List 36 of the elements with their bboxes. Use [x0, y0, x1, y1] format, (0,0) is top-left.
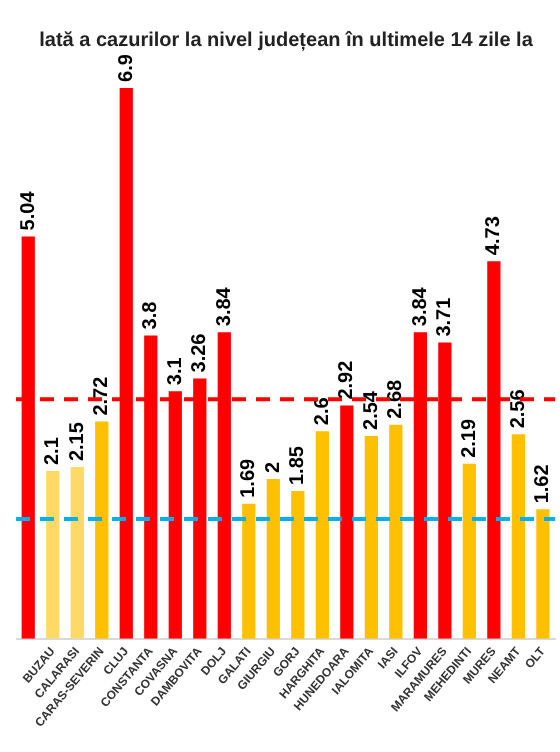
bar [291, 491, 305, 639]
data-label: 2.56 [507, 388, 530, 429]
bar [315, 431, 329, 639]
data-label: 3.84 [409, 286, 432, 327]
bar [511, 434, 525, 639]
data-label: 5.04 [17, 190, 40, 231]
data-label: 2 [262, 461, 285, 474]
bar [536, 509, 550, 639]
data-label: 3.26 [189, 332, 212, 373]
bar [340, 405, 354, 639]
data-label: 3.71 [434, 296, 457, 337]
data-label: 2.6 [311, 396, 334, 426]
bar [70, 467, 84, 639]
data-label: 1.69 [238, 457, 261, 498]
bar [364, 435, 378, 639]
data-label: 1.62 [532, 463, 555, 504]
data-label: 2.72 [91, 375, 114, 416]
bar [462, 463, 476, 639]
data-label: 3.1 [164, 356, 187, 386]
bar [46, 471, 60, 639]
bar [242, 503, 256, 639]
data-label: 1.85 [287, 445, 310, 485]
chart-title: lată a cazurilor la nivel județean în ultimele 14 zile la [39, 29, 534, 52]
data-label: 2.68 [385, 378, 408, 419]
bar [95, 421, 109, 639]
data-label: 2.54 [360, 390, 383, 430]
data-label: 2.19 [458, 418, 481, 458]
data-label: 3.8 [140, 300, 163, 330]
bar [389, 424, 403, 639]
data-label: 3.84 [213, 286, 236, 327]
data-label: 6.9 [115, 53, 138, 82]
data-label: 2.92 [336, 359, 359, 400]
data-label: 4.73 [483, 215, 506, 256]
data-label: 2.15 [66, 421, 89, 462]
bar [266, 479, 280, 639]
data-label: 2.1 [42, 436, 65, 466]
